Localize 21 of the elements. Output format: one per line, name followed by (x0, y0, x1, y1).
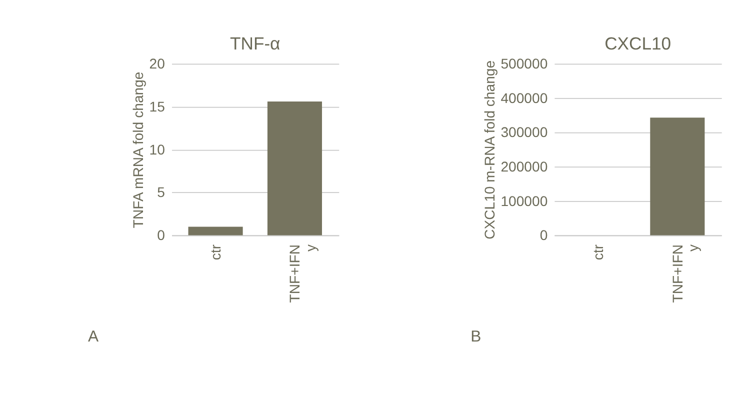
y-tick-label: 15 (149, 98, 166, 114)
y-axis-title: TNFA mRNA fold change (130, 72, 146, 228)
x-tick-label: TNF+IFN y (669, 244, 702, 303)
y-tick-label: 0 (540, 227, 548, 244)
y-tick-label: 5 (157, 184, 166, 200)
y-tick-label: 300000 (500, 124, 548, 140)
x-tick-label: TNF+IFN y (286, 244, 318, 303)
y-tick-label: 200000 (500, 158, 548, 174)
text: A (88, 328, 99, 346)
x-tick-label: ctr (590, 244, 606, 260)
y-tick-label: 500000 (500, 56, 548, 72)
x-tick-label: ctr (207, 244, 224, 260)
y-tick-label: 20 (149, 56, 166, 72)
y-tick-label: 100000 (500, 192, 548, 209)
y-tick-label: 10 (149, 141, 166, 158)
y-tick-label: 0 (157, 227, 166, 244)
chart-title: CXCL10 (604, 34, 672, 54)
y-tick-label: 400000 (500, 90, 548, 106)
chart-title: TNF-α (230, 34, 280, 54)
text: B (470, 328, 482, 346)
y-axis-title: CXCL10 m-RNA fold change (482, 60, 498, 240)
